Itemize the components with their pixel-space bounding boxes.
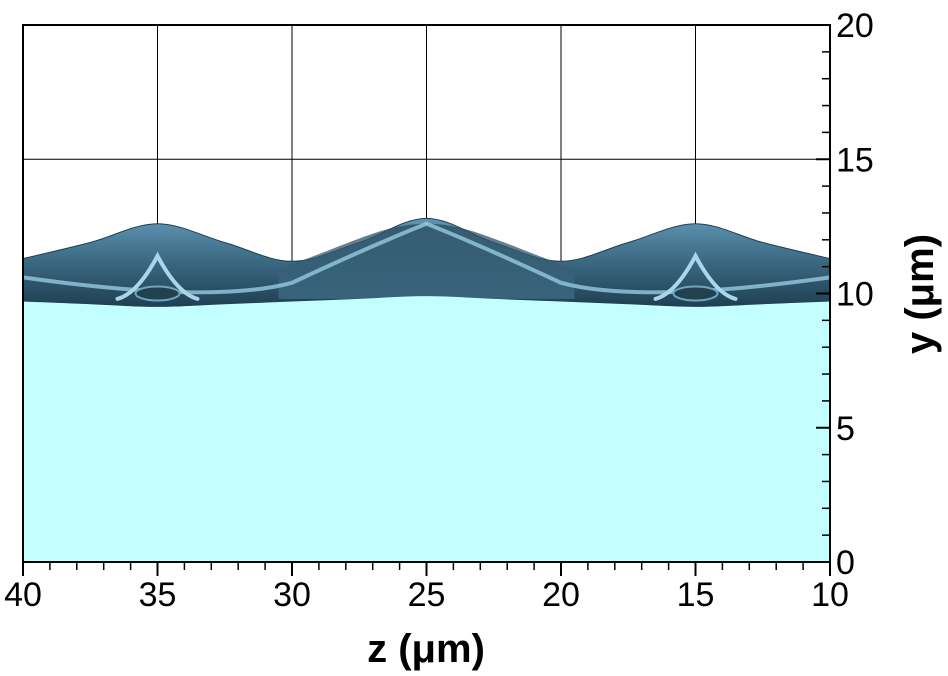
x-tick-label: 25: [408, 576, 446, 614]
y-axis: 0 5 10 15 20: [816, 7, 874, 582]
interface-cavity: [672, 285, 719, 302]
x-axis: 40 35 30 25 20 15 10: [4, 562, 849, 614]
y-tick-label: 20: [836, 7, 874, 45]
x-tick-label: 10: [811, 576, 849, 614]
y-tick-label: 0: [836, 544, 855, 582]
y-tick-label: 10: [836, 276, 874, 314]
x-tick-label: 15: [677, 576, 715, 614]
interface-ridge-left: [23, 221, 429, 295]
x-axis-title: z (μm): [367, 627, 485, 671]
interface-ridge-right: [424, 221, 830, 295]
x-tick-label: 20: [542, 576, 580, 614]
x-tick-label: 35: [139, 576, 177, 614]
data-series: [23, 217, 830, 562]
plot-area: [23, 25, 830, 562]
interface-trough-shading: [278, 223, 575, 299]
y-tick-label: 5: [836, 410, 855, 448]
interface-cusp: [115, 251, 200, 301]
interface-cusp: [653, 251, 738, 301]
y-axis-title: y (μm): [898, 234, 942, 354]
x-tick-label: 30: [273, 576, 311, 614]
y-tick-label: 15: [836, 141, 874, 179]
liquid-region: [23, 296, 830, 562]
interface-cavity: [134, 285, 181, 302]
x-tick-label: 40: [4, 576, 42, 614]
